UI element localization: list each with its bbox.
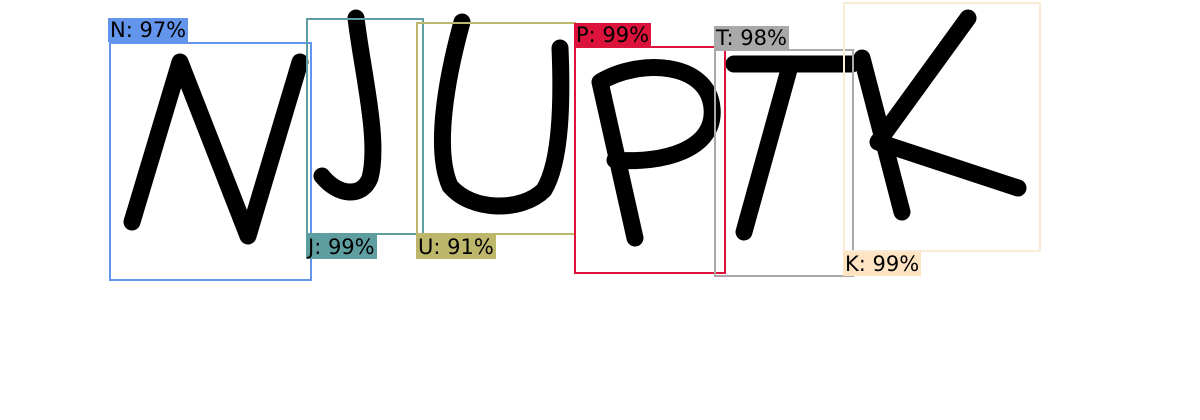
label-k: K: 99% (843, 252, 922, 276)
bbox-k (843, 2, 1041, 252)
glyph-u (433, 13, 570, 215)
glyph-n (123, 53, 309, 245)
bbox-n (109, 42, 312, 281)
label-p: P: 99% (574, 23, 652, 47)
glyph-t-stem (735, 57, 799, 241)
label-n: N: 97% (108, 18, 189, 42)
glyph-p (591, 59, 721, 247)
glyph-j (313, 9, 382, 201)
bbox-p (574, 46, 726, 274)
label-t: T: 98% (714, 26, 789, 50)
bbox-j (306, 18, 424, 235)
bbox-t (714, 49, 854, 277)
label-u: U: 91% (416, 235, 496, 259)
bbox-u (416, 22, 576, 235)
glyph-k-arm (869, 9, 1027, 197)
label-j: J: 99% (306, 235, 377, 259)
